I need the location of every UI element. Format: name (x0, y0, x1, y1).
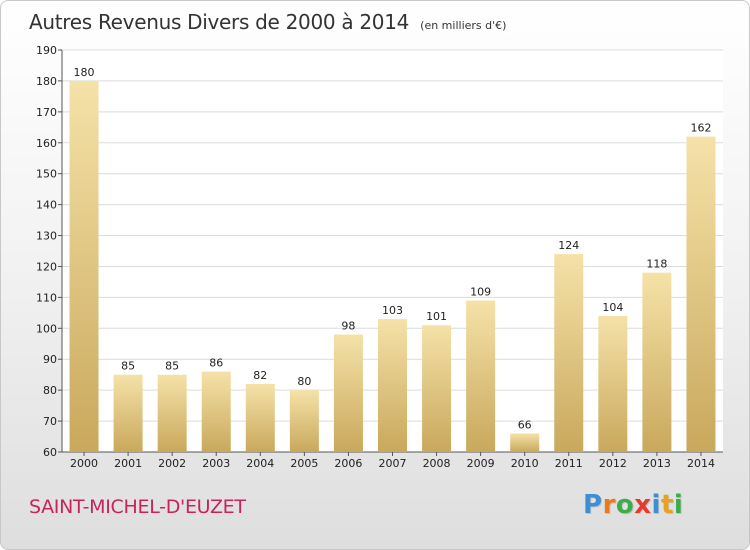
bar (422, 325, 452, 452)
bar-value-label: 118 (646, 258, 667, 271)
x-tick-label: 2012 (599, 457, 627, 470)
bar (598, 315, 628, 452)
bar-value-label: 103 (382, 304, 403, 317)
y-tick-label: 170 (36, 106, 57, 119)
x-tick-label: 2014 (687, 457, 715, 470)
y-tick-label: 150 (36, 168, 57, 181)
x-tick-label: 2008 (423, 457, 451, 470)
logo-letter: r (602, 490, 616, 520)
bar (686, 136, 716, 453)
x-tick-label: 2006 (334, 457, 362, 470)
bar-value-label: 66 (518, 418, 532, 431)
x-tick-label: 2011 (555, 457, 583, 470)
logo-letter: t (660, 490, 674, 520)
y-tick-label: 100 (36, 322, 57, 335)
logo-letter: o (615, 490, 635, 520)
chart-title: Autres Revenus Divers de 2000 à 2014 (29, 10, 410, 34)
labels: 60 70 80 90 100 110 120 130 140 150 160 170 180 190 18… (36, 44, 715, 470)
bar-value-label: 104 (602, 301, 623, 314)
bar (157, 374, 187, 452)
x-tick-label: 2013 (643, 457, 671, 470)
y-tick-label: 120 (36, 260, 57, 273)
chart-subtitle: (en milliers d'€) (420, 19, 507, 32)
title-row: Autres Revenus Divers de 2000 à 2014 (en… (29, 10, 506, 34)
bar-value-label: 162 (690, 122, 711, 135)
bar-value-label: 98 (341, 319, 355, 332)
bar (642, 272, 672, 452)
proxiti-logo[interactable]: Proxiti (583, 490, 683, 520)
x-tick-label: 2010 (511, 457, 539, 470)
bar (113, 374, 143, 452)
x-tick-label: 2004 (246, 457, 274, 470)
bar-value-label: 101 (426, 310, 447, 323)
x-tick-label: 2005 (290, 457, 318, 470)
logo-letter: i (651, 490, 661, 520)
y-tick-label: 70 (43, 415, 57, 428)
logo-letter: P (583, 490, 603, 520)
bar (245, 383, 275, 452)
x-tick-label: 2007 (379, 457, 407, 470)
y-tick-label: 80 (43, 384, 57, 397)
bar-value-label: 85 (165, 360, 179, 373)
commune-name: SAINT-MICHEL-D'EUZET (29, 496, 246, 518)
bar-value-label: 124 (558, 239, 579, 252)
y-tick-label: 180 (36, 75, 57, 88)
bar-value-label: 180 (74, 66, 95, 79)
logo-letter: x (634, 490, 652, 520)
y-tick-label: 160 (36, 137, 57, 150)
x-tick-label: 2009 (467, 457, 495, 470)
x-tick-label: 2003 (202, 457, 230, 470)
bar-value-label: 86 (209, 357, 223, 370)
bar-value-label: 80 (297, 375, 311, 388)
bar (201, 371, 231, 452)
y-tick-label: 190 (36, 44, 57, 57)
y-tick-label: 110 (36, 291, 57, 304)
bar (510, 433, 540, 452)
x-tick-label: 2001 (114, 457, 142, 470)
bar (333, 334, 363, 452)
bar (378, 319, 407, 452)
bar-value-label: 109 (470, 285, 491, 298)
logo-letter: i (673, 490, 684, 520)
bar-value-label: 82 (253, 369, 267, 382)
y-tick-label: 60 (43, 446, 57, 459)
y-tick-label: 140 (36, 199, 57, 212)
bars (69, 80, 716, 453)
bar-value-label: 85 (121, 360, 135, 373)
bar (466, 300, 496, 452)
bar (69, 80, 99, 452)
y-tick-label: 130 (36, 230, 57, 243)
bar (554, 254, 584, 452)
y-tick-label: 90 (43, 353, 57, 366)
x-tick-label: 2002 (158, 457, 186, 470)
x-tick-label: 2000 (70, 457, 98, 470)
bar (289, 390, 319, 452)
